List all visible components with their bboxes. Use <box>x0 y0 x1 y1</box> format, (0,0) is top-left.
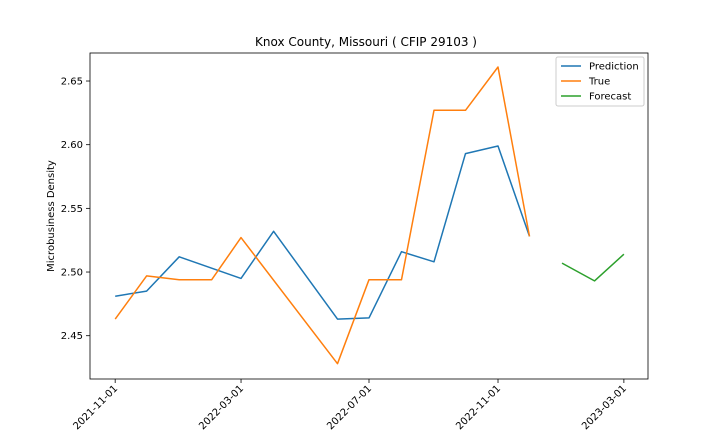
y-tick-label: 2.45 <box>61 331 83 342</box>
x-tick-label: 2022-07-01 <box>325 383 374 432</box>
plot-frame <box>89 52 649 380</box>
y-tick-label: 2.55 <box>61 204 83 215</box>
legend-box <box>555 56 645 107</box>
y-tick-label: 2.50 <box>61 268 83 279</box>
legend-label-forecast: Forecast <box>589 92 631 103</box>
legend: Prediction True Forecast <box>555 56 645 107</box>
x-tick-label: 2022-03-01 <box>197 383 246 432</box>
legend-label-prediction: Prediction <box>589 62 639 73</box>
x-tick-label: 2021-11-01 <box>71 383 120 432</box>
y-tick-label: 2.65 <box>61 77 83 88</box>
x-tick-label: 2022-11-01 <box>454 383 503 432</box>
y-axis-label: Microbusiness Density <box>46 160 57 272</box>
series-line-true <box>114 66 531 365</box>
x-tick-label: 2023-03-01 <box>580 383 629 432</box>
chart-title: Knox County, Missouri ( CFIP 29103 ) <box>255 35 477 49</box>
series-line-prediction <box>115 145 531 320</box>
y-tick-label: 2.60 <box>61 140 83 151</box>
series-line-forecast <box>561 253 625 282</box>
series-layer <box>114 66 625 365</box>
legend-label-true: True <box>588 77 610 88</box>
